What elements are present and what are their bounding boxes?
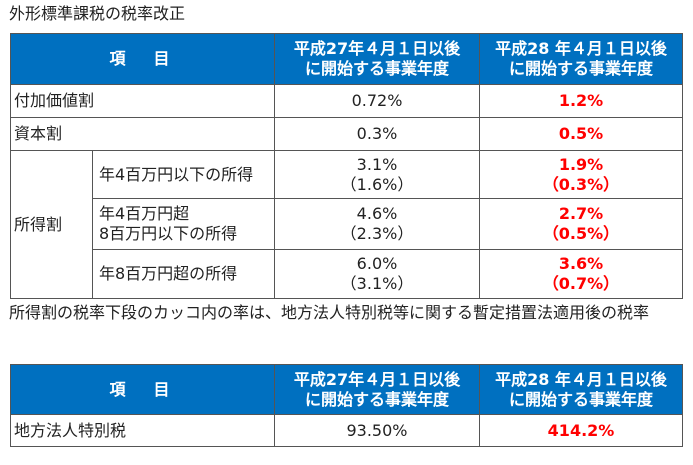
row-income-sub3-label: 年8百万円超の所得 [92, 249, 275, 299]
table-header-row: 項 目 平成27年４月１日以後 に開始する事業年度 平成28 年４月１日以後 に… [10, 33, 683, 85]
row-special-tax-label: 地方法人特別税 [10, 414, 275, 447]
row-income-sub1-new-sub: （0.3%） [542, 174, 620, 194]
row-income-sub2-new-sub: （0.5%） [542, 224, 620, 243]
row-income-sub1-label: 年4百万円以下の所得 [92, 150, 275, 199]
table2-header-fy2015-line2: に開始する事業年度 [304, 389, 449, 409]
row-income-sub3: 年8百万円超の所得 6.0% （3.1%） 3.6% （0.7%） [11, 249, 683, 299]
row-capital-new: 0.5% [479, 117, 683, 151]
row-capital-label: 資本割 [10, 117, 275, 151]
header-fy2015-line1: 平成27年４月１日以後 [293, 39, 461, 58]
header-fy2016: 平成28 年４月１日以後 に開始する事業年度 [479, 33, 683, 85]
table2-header-fy2015: 平成27年４月１日以後 に開始する事業年度 [274, 364, 480, 415]
special-tax-table: 項 目 平成27年４月１日以後 に開始する事業年度 平成28 年４月１日以後 に… [10, 364, 683, 447]
row-income-sub1-new: 1.9% （0.3%） [479, 150, 683, 199]
row-income-sub2-old: 4.6% （2.3%） [274, 198, 480, 250]
header-fy2016-line2: に開始する事業年度 [508, 59, 653, 78]
row-income-sub2-label-line1: 年4百万円超 [99, 204, 190, 223]
table2-header-fy2016: 平成28 年４月１日以後 に開始する事業年度 [479, 364, 683, 415]
row-income-sub2-old-main: 4.6% [356, 204, 398, 223]
row-income-label: 所得割 [10, 150, 93, 299]
header-fy2016-line1: 平成28 年４月１日以後 [495, 39, 667, 58]
page-title: 外形標準課税の税率改正 [9, 4, 186, 23]
row-income-sub2-old-sub: （2.3%） [340, 224, 414, 243]
row-capital: 資本割 0.3% 0.5% [10, 117, 683, 151]
row-income-sub1-old-sub: （1.6%） [340, 174, 414, 194]
row-income-sub3-old: 6.0% （3.1%） [274, 249, 480, 299]
row-income-sub2-label: 年4百万円超 8百万円以下の所得 [92, 198, 275, 250]
header-item: 項 目 [10, 33, 275, 85]
row-income-sub2-label-line2: 8百万円以下の所得 [99, 224, 238, 243]
row-special-tax: 地方法人特別税 93.50% 414.2% [10, 414, 683, 447]
row-value-added-new: 1.2% [479, 84, 683, 118]
row-income-sub1-new-main: 1.9% [558, 154, 604, 174]
row-special-tax-new: 414.2% [479, 414, 683, 447]
table2-header-fy2016-line1: 平成28 年４月１日以後 [495, 369, 667, 389]
row-value-added: 付加価値割 0.72% 1.2% [10, 84, 683, 118]
row-income-sub3-old-sub: （3.1%） [340, 274, 414, 293]
row-income-sub1: 所得割 年4百万円以下の所得 3.1% （1.6%） 1.9% （0.3%） [10, 150, 683, 299]
row-value-added-old: 0.72% [274, 84, 480, 118]
row-income-sub2-new-main: 2.7% [558, 204, 604, 223]
table2-header-fy2015-line1: 平成27年４月１日以後 [293, 369, 461, 389]
row-value-added-label: 付加価値割 [10, 84, 275, 118]
table2-header-fy2016-line2: に開始する事業年度 [508, 389, 653, 409]
footnote: 所得割の税率下段のカッコ内の率は、地方法人特別税等に関する暫定措置法適用後の税率 [9, 303, 650, 322]
row-income-sub2: 年4百万円超 8百万円以下の所得 4.6% （2.3%） 2.7% （0.5%） [11, 198, 683, 250]
table2-header-row: 項 目 平成27年４月１日以後 に開始する事業年度 平成28 年４月１日以後 に… [10, 364, 683, 415]
row-income-sub3-new-sub: （0.7%） [542, 274, 620, 293]
row-income-sub3-old-main: 6.0% [356, 254, 398, 273]
row-income-sub3-new: 3.6% （0.7%） [479, 249, 683, 299]
tax-rate-table: 項 目 平成27年４月１日以後 に開始する事業年度 平成28 年４月１日以後 に… [10, 33, 683, 299]
row-special-tax-old: 93.50% [274, 414, 480, 447]
row-income-sub1-old: 3.1% （1.6%） [274, 150, 480, 199]
table2-header-item: 項 目 [10, 364, 275, 415]
header-fy2015: 平成27年４月１日以後 に開始する事業年度 [274, 33, 480, 85]
row-capital-old: 0.3% [274, 117, 480, 151]
row-income-sub1-old-main: 3.1% [356, 154, 398, 174]
header-fy2015-line2: に開始する事業年度 [304, 59, 449, 78]
row-income-sub3-new-main: 3.6% [558, 254, 604, 273]
row-income-sub2-new: 2.7% （0.5%） [479, 198, 683, 250]
